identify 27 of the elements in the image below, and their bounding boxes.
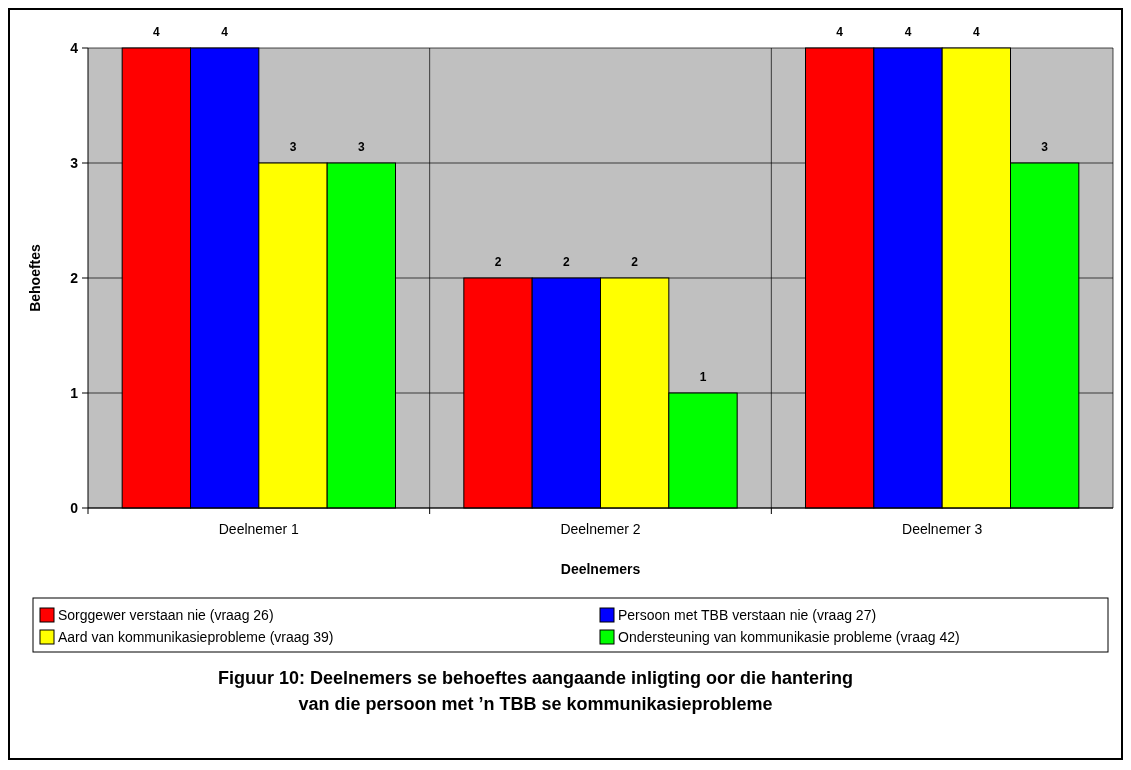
x-axis-title: Deelnemers: [560, 561, 641, 577]
data-label: 3: [1041, 140, 1049, 154]
legend-label: Sorggewer verstaan nie (vraag 26): [58, 606, 274, 623]
y-axis-title: Behoeftes: [27, 243, 43, 312]
legend-label: Aard van kommunikasieprobleme (vraag 39): [58, 628, 334, 645]
x-tick-label: Deelnemer 2: [560, 521, 641, 537]
data-label: 3: [289, 140, 297, 154]
x-tick-label: Deelnemer 3: [902, 521, 983, 537]
data-label: 2: [562, 255, 570, 269]
data-label: 4: [904, 25, 912, 39]
data-label: 4: [972, 25, 980, 39]
y-tick-label: 2: [70, 269, 79, 286]
data-label: 1: [699, 370, 707, 384]
data-label: 2: [494, 255, 502, 269]
legend-label: Ondersteuning van kommunikasie probleme (vraag 42): [618, 628, 960, 645]
data-label: 3: [357, 140, 365, 154]
y-tick-label: 4: [70, 39, 79, 56]
y-tick-label: 0: [70, 499, 79, 516]
data-label: 4: [836, 25, 844, 39]
data-label: 4: [152, 25, 160, 39]
legend-label: Persoon met TBB verstaan nie (vraag 27): [618, 606, 877, 623]
y-tick-label: 3: [70, 154, 79, 171]
y-tick-label: 1: [70, 384, 79, 401]
x-tick-label: Deelnemer 1: [218, 521, 300, 537]
text: Figuur 10: Deelnemers se behoeftes aangaande inligting oor die hantering van die persoon met ’n TBB se kommunikasieprobleme: [217, 668, 854, 714]
data-label: 4: [221, 25, 229, 39]
data-label: 2: [631, 255, 639, 269]
